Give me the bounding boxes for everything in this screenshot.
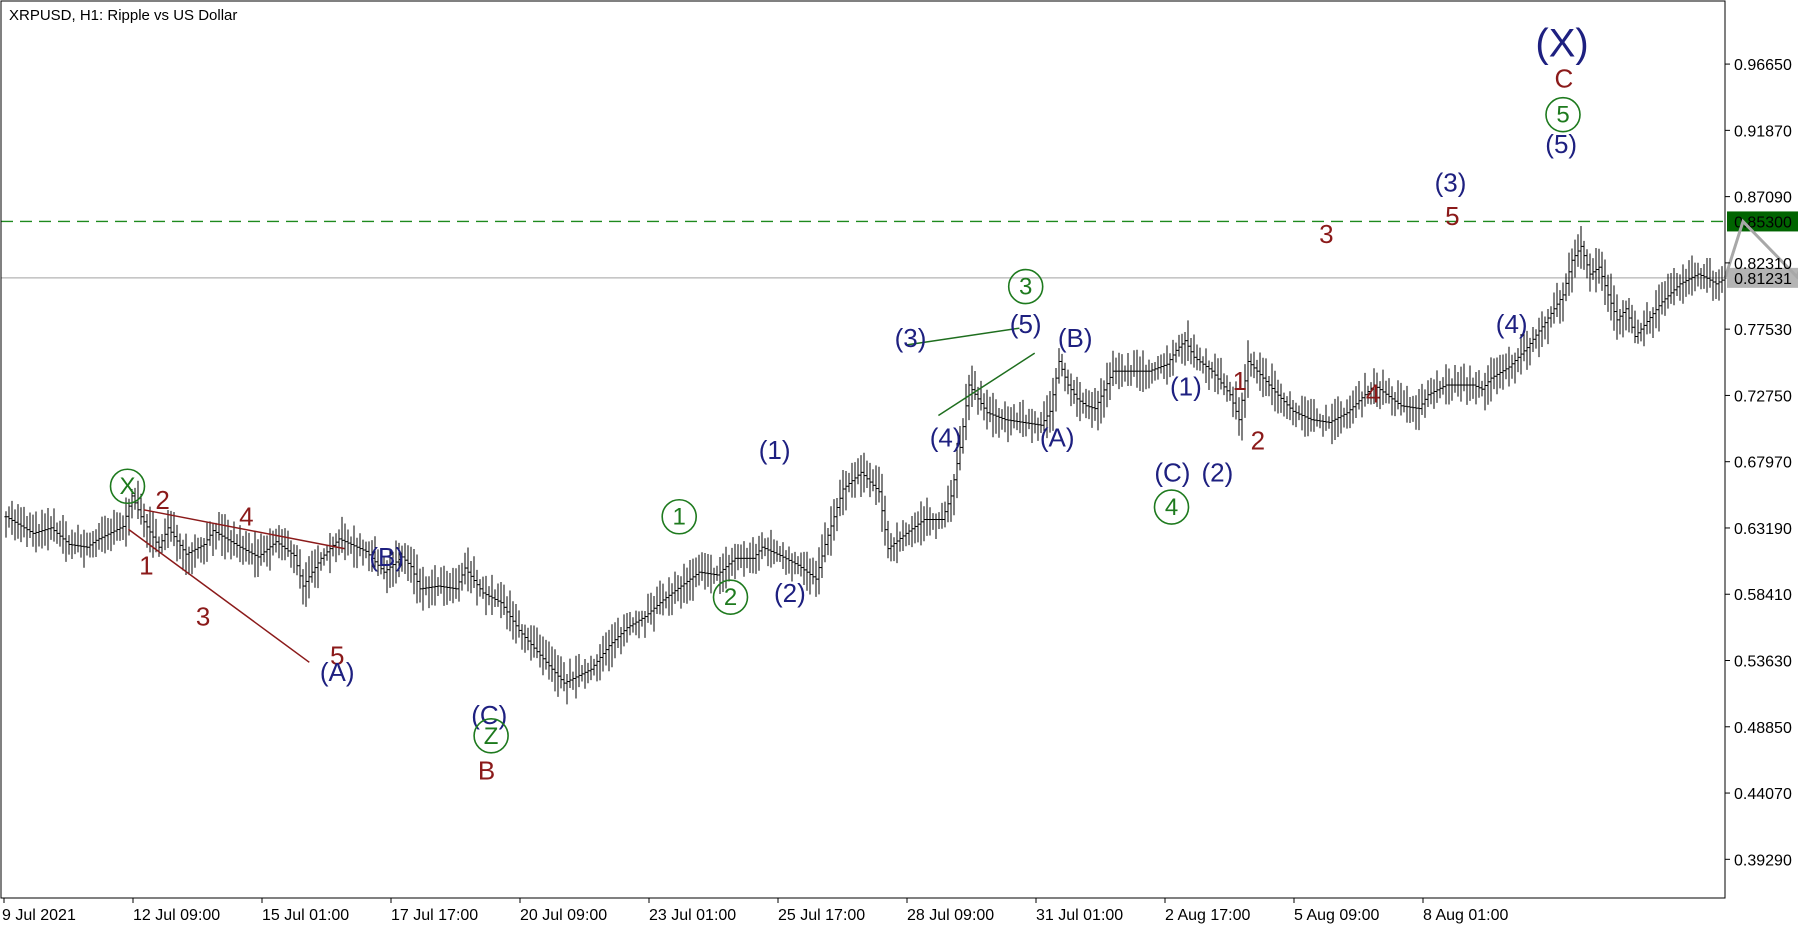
- y-tick-label: 0.96650: [1734, 57, 1792, 74]
- wave-circle-label: 5: [1556, 102, 1569, 129]
- wave-label: (4): [930, 423, 962, 453]
- wave-label: (1): [1170, 371, 1202, 401]
- y-tick-label: 0.72750: [1734, 388, 1792, 405]
- wave-circle: [109, 468, 146, 505]
- wave-label: 1: [139, 550, 153, 580]
- wave-label: 5: [1445, 201, 1459, 231]
- wave-label: 2: [155, 485, 169, 515]
- wave-label: 1: [1233, 366, 1247, 396]
- wave-label: (C): [1154, 457, 1190, 487]
- wave-circle-label: 4: [1165, 494, 1178, 521]
- x-tick-label: 8 Aug 01:00: [1423, 907, 1509, 924]
- price-level-tag: [1727, 267, 1798, 288]
- y-tick-label: 0.77530: [1734, 322, 1792, 339]
- y-tick-label: 0.91870: [1734, 123, 1792, 140]
- wave-label: (3): [895, 323, 927, 353]
- wave-label: (2): [774, 578, 806, 608]
- trend-line: [143, 509, 345, 550]
- wave-label: (B): [1058, 323, 1093, 353]
- x-tick-label: 15 Jul 01:00: [262, 907, 349, 924]
- wave-circle: [661, 498, 698, 535]
- wave-label: (B): [369, 542, 404, 572]
- wave-circle-label: 1: [673, 504, 686, 531]
- forecast-path: [1723, 218, 1798, 280]
- chart-title: XRPUSD, H1: Ripple vs US Dollar: [9, 7, 237, 24]
- price-level-value: 0.81231: [1734, 271, 1792, 288]
- wave-circle: [1007, 268, 1044, 305]
- wave-label: 2: [1251, 425, 1265, 455]
- wave-circle-label: Z: [484, 723, 499, 750]
- price-level-tag: [1727, 211, 1798, 232]
- wave-label: (2): [1202, 457, 1234, 487]
- trend-line: [906, 327, 1020, 346]
- wave-label: B: [478, 755, 495, 785]
- x-tick-label: 28 Jul 09:00: [907, 907, 994, 924]
- wave-label-major: (X): [1535, 22, 1588, 66]
- plot-frame: [0, 0, 1726, 899]
- wave-label: (1): [759, 435, 791, 465]
- x-tick-label: 5 Aug 09:00: [1294, 907, 1380, 924]
- x-tick-label: 12 Jul 09:00: [133, 907, 220, 924]
- wave-circle-label: X: [119, 473, 135, 500]
- wave-label: (A): [1040, 423, 1075, 453]
- y-tick-label: 0.58410: [1734, 587, 1792, 604]
- wave-label: 3: [196, 602, 210, 632]
- wave-label: 3: [1319, 219, 1333, 249]
- wave-circle: [473, 717, 509, 754]
- trend-line: [127, 528, 310, 663]
- wave-label: (5): [1545, 129, 1577, 159]
- x-tick-label: 9 Jul 2021: [2, 907, 76, 924]
- wave-label: (A): [320, 657, 355, 687]
- wave-circle: [1545, 96, 1581, 133]
- x-tick-label: 25 Jul 17:00: [778, 907, 865, 924]
- wave-circle-label: 3: [1019, 274, 1032, 301]
- wave-label: C: [1555, 64, 1574, 94]
- wave-circle-label: 2: [724, 584, 737, 611]
- wave-label: 4: [1366, 378, 1380, 408]
- wave-label: 5: [330, 640, 344, 670]
- wave-circle: [1153, 489, 1190, 525]
- y-tick-label: 0.39290: [1734, 852, 1792, 869]
- y-tick-label: 0.82310: [1734, 256, 1792, 273]
- wave-circle: [712, 579, 749, 615]
- y-tick-label: 0.48850: [1734, 720, 1792, 737]
- wave-label: (4): [1496, 309, 1528, 339]
- wave-label: (3): [1435, 168, 1467, 198]
- trend-line: [937, 352, 1036, 417]
- x-tick-label: 20 Jul 09:00: [520, 907, 607, 924]
- x-tick-label: 17 Jul 17:00: [391, 907, 478, 924]
- x-tick-label: 2 Aug 17:00: [1165, 907, 1251, 924]
- wave-label: 4: [239, 502, 253, 532]
- y-tick-label: 0.87090: [1734, 190, 1792, 207]
- y-tick-label: 0.63190: [1734, 521, 1792, 538]
- wave-label: (5): [1010, 309, 1042, 339]
- y-tick-label: 0.44070: [1734, 786, 1792, 803]
- x-tick-label: 31 Jul 01:00: [1036, 907, 1123, 924]
- x-tick-label: 23 Jul 01:00: [649, 907, 736, 924]
- y-tick-label: 0.53630: [1734, 654, 1792, 671]
- y-tick-label: 0.67970: [1734, 455, 1792, 472]
